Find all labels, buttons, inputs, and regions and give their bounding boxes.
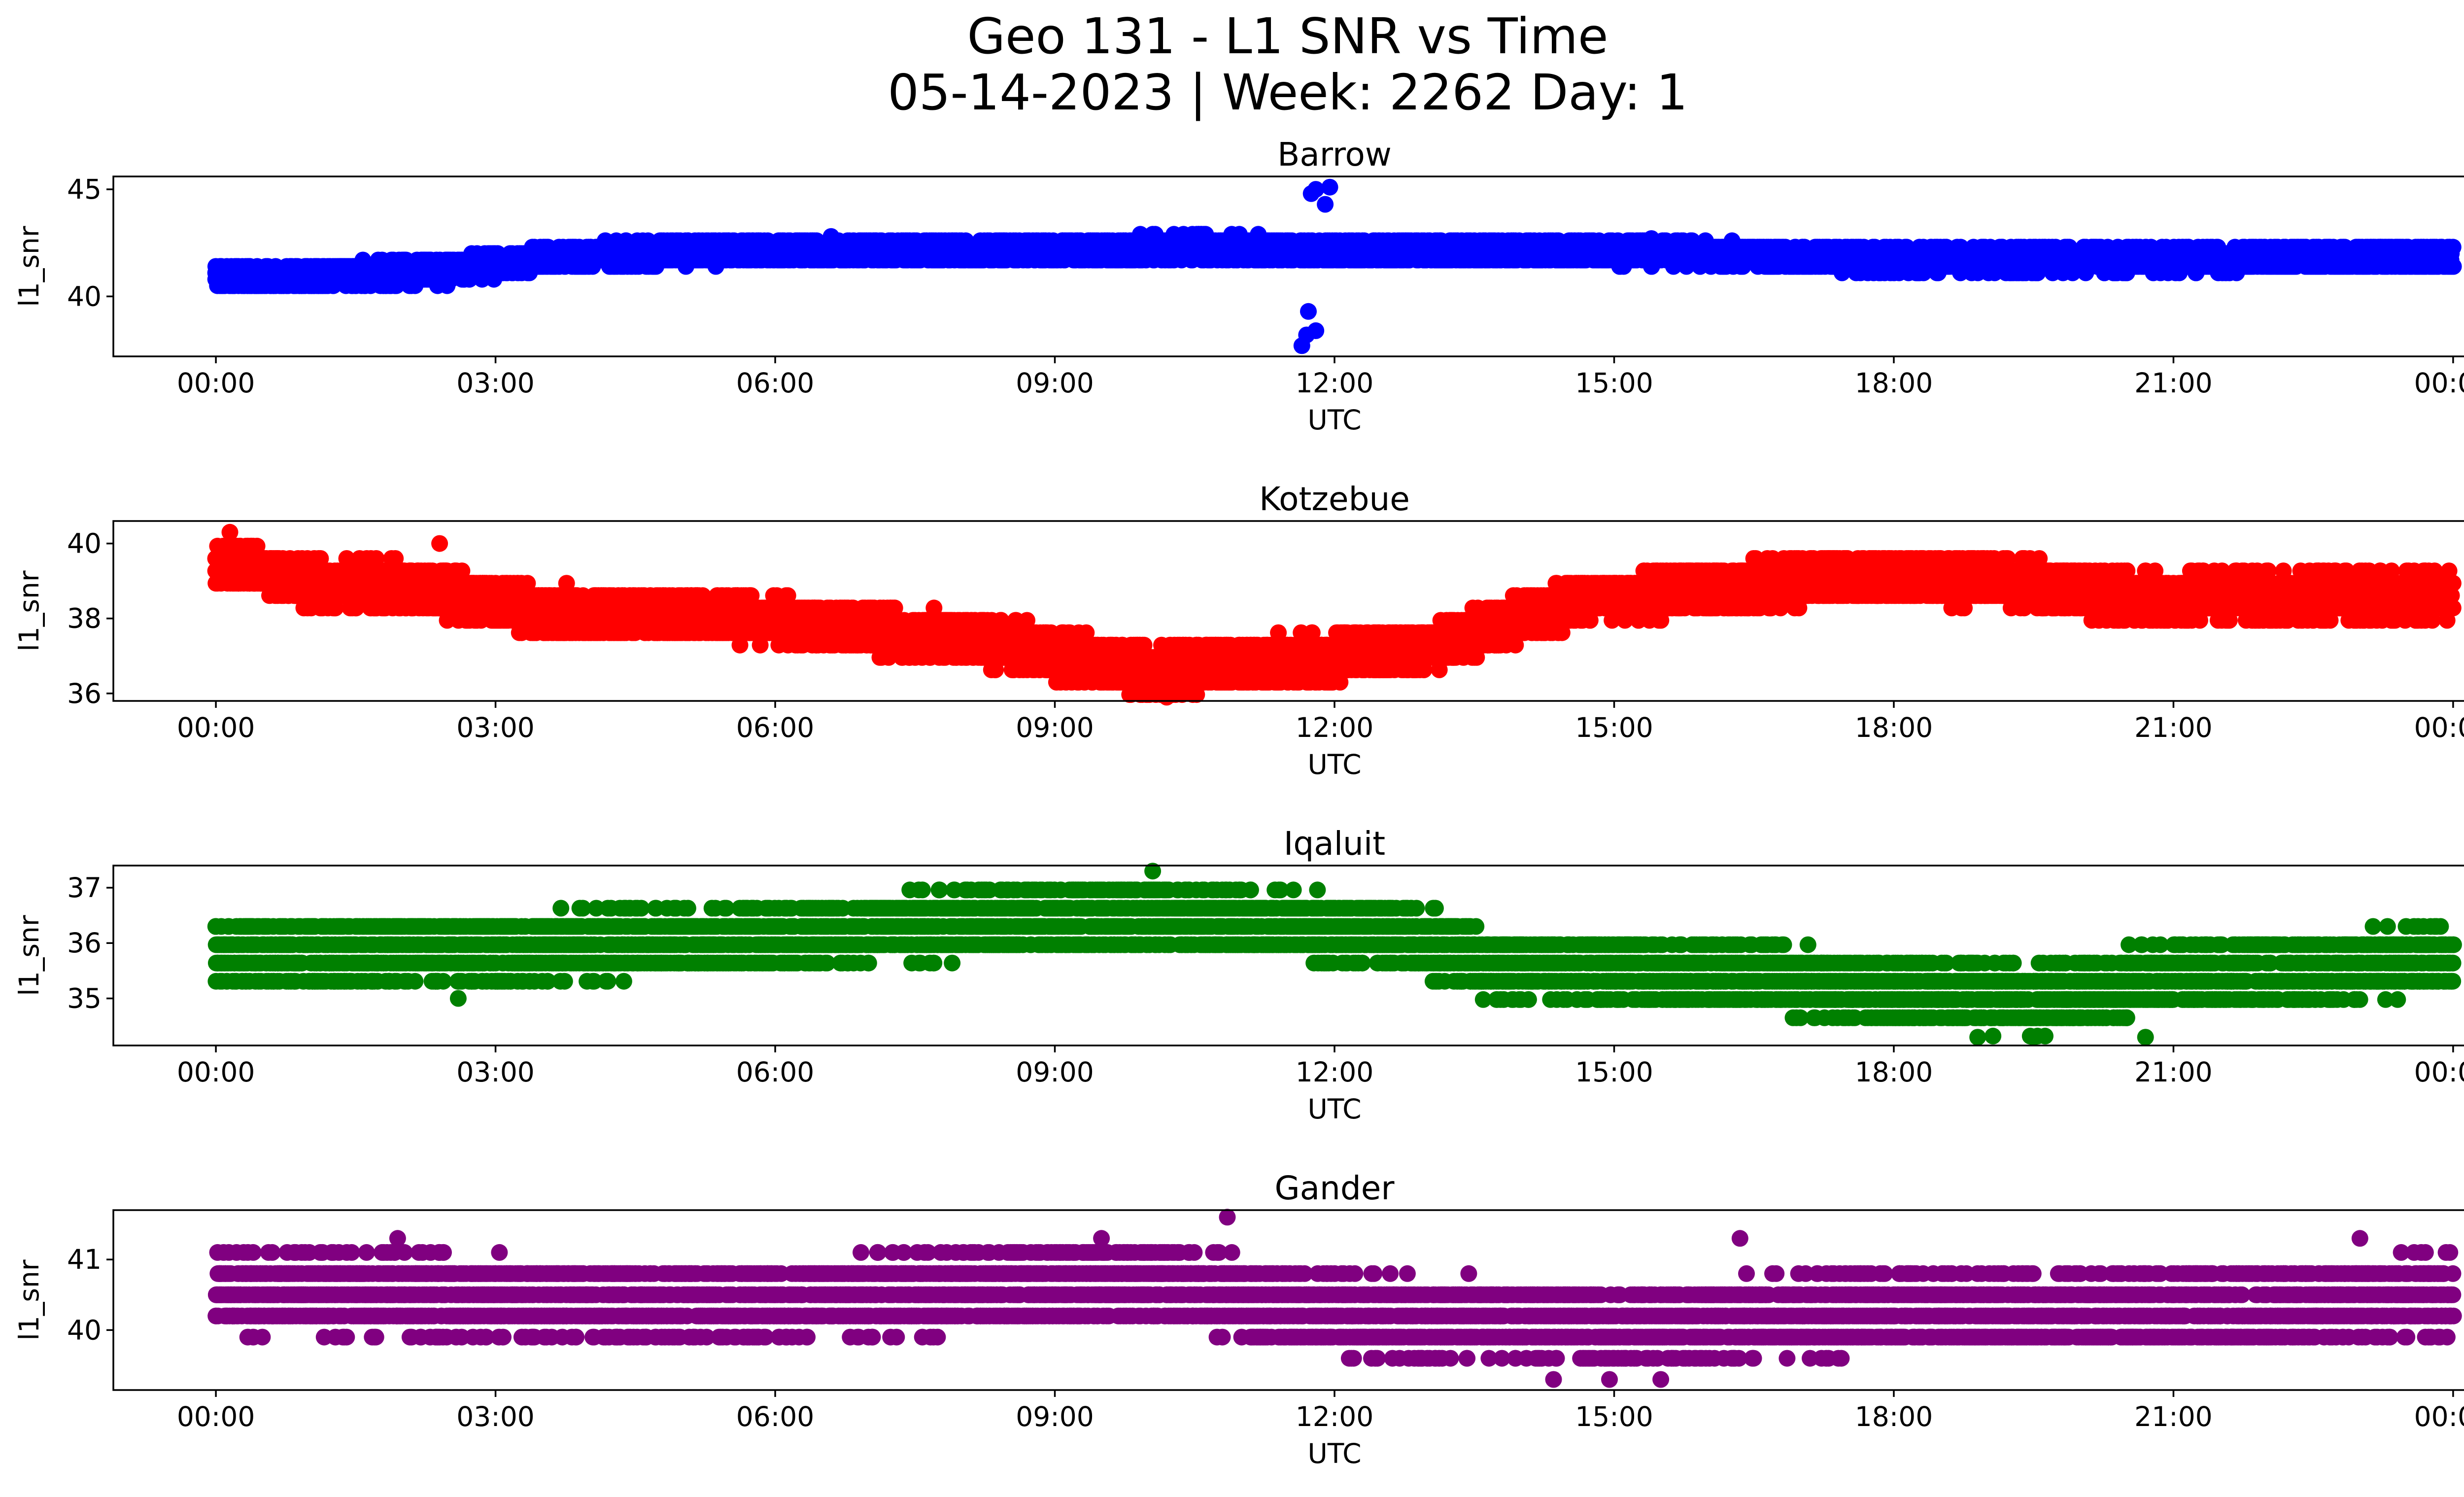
x-tick-label: 00:00 xyxy=(177,367,255,399)
data-point xyxy=(2445,258,2462,275)
data-point xyxy=(1317,196,1334,213)
subplot-title: Kotzebue xyxy=(1259,480,1410,518)
x-tick-label: 15:00 xyxy=(1575,367,1653,399)
x-axis-label: UTC xyxy=(1307,404,1361,436)
x-tick-label: 06:00 xyxy=(736,367,815,399)
chart-subtitle: 05-14-2023 | Week: 2262 Day: 1 xyxy=(888,64,1687,121)
subplot-barrow: Barrow 00:00 03:00 06:00 09:00 12:00 15:00 18:0… xyxy=(13,136,2464,436)
x-tick-label: 03:00 xyxy=(456,367,535,399)
data-point xyxy=(1307,322,1324,339)
x-tick-label: 18:00 xyxy=(1855,367,1933,399)
data-point xyxy=(2445,239,2462,255)
x-tick-label: 12:00 xyxy=(1296,367,1374,399)
data-point xyxy=(1643,230,1660,247)
x-tick-label: 09:00 xyxy=(1016,367,1094,399)
data-point xyxy=(1300,303,1317,320)
chart-title: Geo 131 - L1 SNR vs Time xyxy=(967,7,1608,65)
data-series xyxy=(207,179,2462,354)
data-series xyxy=(207,524,2462,706)
data-point xyxy=(1322,179,1338,196)
y-tick-label: 40 xyxy=(67,280,102,312)
data-point xyxy=(823,228,840,245)
y-axis-label: l1_snr xyxy=(13,226,45,307)
y-tick-label: 45 xyxy=(67,174,102,205)
subplot-title: Barrow xyxy=(1277,136,1392,174)
x-tick-label: 00:00 xyxy=(2414,367,2464,399)
data-point xyxy=(1144,226,1161,243)
x-tick-label: 21:00 xyxy=(2134,367,2213,399)
